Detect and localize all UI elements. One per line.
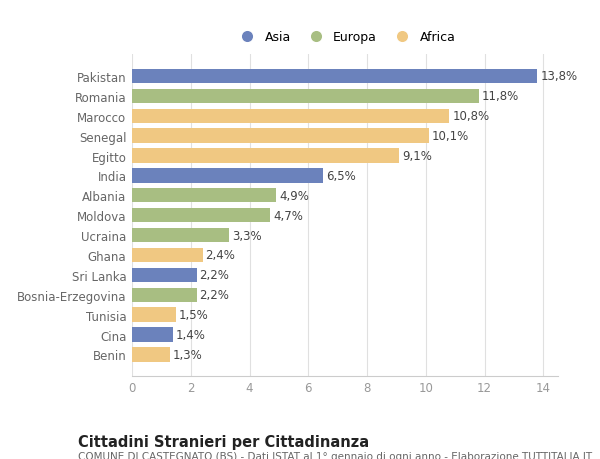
Text: 10,1%: 10,1%: [431, 130, 469, 143]
Text: COMUNE DI CASTEGNATO (BS) - Dati ISTAT al 1° gennaio di ogni anno - Elaborazione: COMUNE DI CASTEGNATO (BS) - Dati ISTAT a…: [78, 451, 592, 459]
Text: 2,4%: 2,4%: [205, 249, 235, 262]
Text: 9,1%: 9,1%: [402, 150, 432, 162]
Bar: [132, 169, 323, 183]
Text: Cittadini Stranieri per Cittadinanza: Cittadini Stranieri per Cittadinanza: [78, 434, 369, 449]
Text: 3,3%: 3,3%: [232, 229, 262, 242]
Bar: [132, 268, 197, 282]
Bar: [132, 129, 429, 144]
Bar: [132, 90, 479, 104]
Text: 6,5%: 6,5%: [326, 169, 356, 183]
Text: 13,8%: 13,8%: [541, 70, 577, 84]
Text: 1,4%: 1,4%: [176, 328, 206, 341]
Text: 10,8%: 10,8%: [452, 110, 490, 123]
Text: 4,9%: 4,9%: [279, 190, 309, 202]
Bar: [132, 189, 276, 203]
Bar: [132, 70, 538, 84]
Bar: [132, 149, 400, 163]
Bar: [132, 229, 229, 243]
Bar: [132, 288, 197, 302]
Bar: [132, 109, 449, 123]
Text: 4,7%: 4,7%: [273, 209, 303, 222]
Bar: [132, 347, 170, 362]
Bar: [132, 328, 173, 342]
Bar: [132, 308, 176, 322]
Text: 1,3%: 1,3%: [173, 348, 203, 361]
Text: 2,2%: 2,2%: [200, 269, 229, 282]
Legend: Asia, Europa, Africa: Asia, Europa, Africa: [229, 26, 461, 49]
Text: 11,8%: 11,8%: [482, 90, 519, 103]
Text: 1,5%: 1,5%: [179, 308, 209, 321]
Bar: [132, 208, 270, 223]
Bar: [132, 248, 203, 263]
Text: 2,2%: 2,2%: [200, 289, 229, 302]
